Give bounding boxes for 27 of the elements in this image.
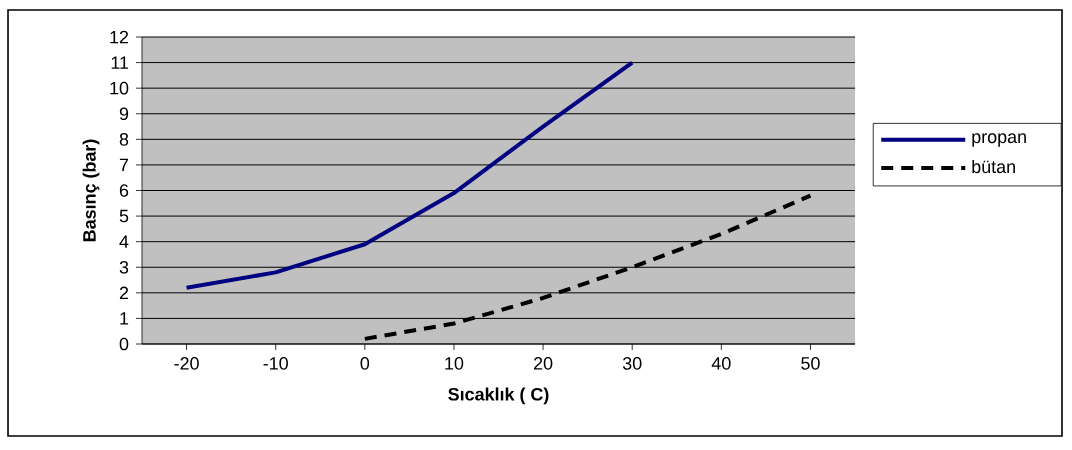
x-axis-title: Sıcaklık ( C) bbox=[448, 387, 549, 405]
line-series bbox=[362, 193, 813, 341]
x-tick-label: 50 bbox=[801, 357, 820, 370]
x-tick-label: 10 bbox=[445, 357, 464, 370]
y-tick-label: 0 bbox=[119, 337, 129, 351]
y-tick-label: 12 bbox=[110, 30, 129, 44]
y-tick-label: 1 bbox=[120, 312, 129, 325]
y-tick-label: 9 bbox=[119, 107, 129, 121]
y-tick-label: 8 bbox=[119, 132, 129, 146]
y-tick-label: 3 bbox=[119, 260, 129, 274]
y-tick-label: 5 bbox=[119, 209, 129, 223]
y-tick-label: 4 bbox=[119, 235, 129, 248]
legend-label: propan bbox=[972, 133, 1026, 147]
y-tick-label: 11 bbox=[111, 56, 129, 69]
x-tick-label: 30 bbox=[622, 357, 642, 370]
y-tick-label: 2 bbox=[119, 286, 129, 300]
y-tick-label: 7 bbox=[119, 158, 129, 172]
x-tick-label: -20 bbox=[174, 357, 199, 370]
y-tick-label: 10 bbox=[110, 81, 129, 95]
x-tick-label: -10 bbox=[263, 357, 288, 370]
y-tick-label: 6 bbox=[119, 184, 129, 197]
legend-label: bütan bbox=[972, 159, 1015, 174]
x-tick-label: 0 bbox=[360, 357, 370, 370]
line-series bbox=[184, 60, 635, 290]
x-tick-label: 20 bbox=[534, 357, 553, 370]
x-tick-label: 40 bbox=[711, 357, 731, 370]
y-axis-title: Basınç (bar) bbox=[82, 139, 100, 242]
